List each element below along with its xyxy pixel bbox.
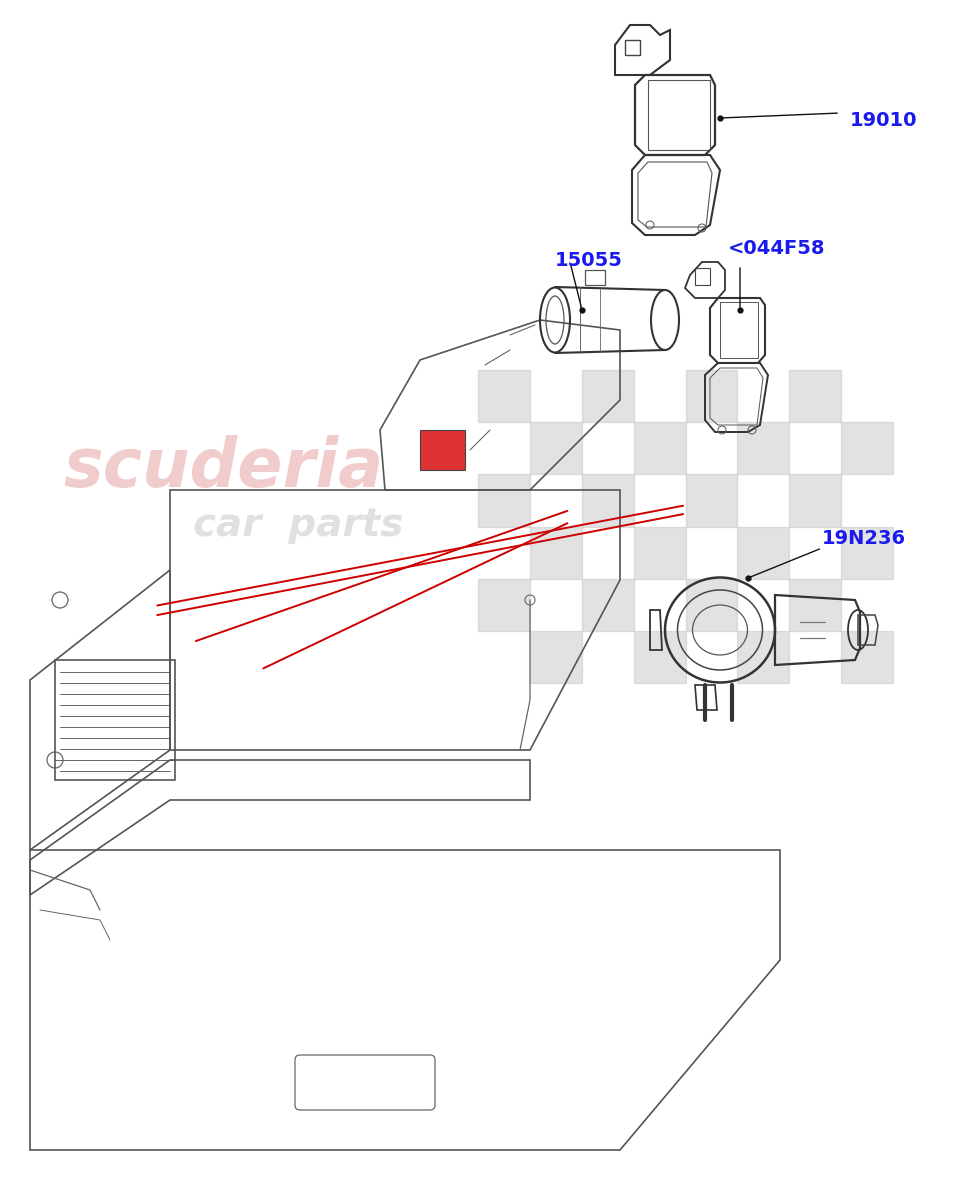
Bar xyxy=(530,631,582,683)
Bar xyxy=(841,422,893,474)
Bar xyxy=(582,370,634,422)
Bar xyxy=(737,422,789,474)
Text: <044F58: <044F58 xyxy=(728,239,826,258)
Text: car  parts: car parts xyxy=(193,506,404,544)
Bar xyxy=(686,474,737,527)
Bar xyxy=(789,578,841,631)
Bar xyxy=(478,370,530,422)
Bar xyxy=(737,631,789,683)
Text: scuderia: scuderia xyxy=(63,434,384,502)
Bar xyxy=(530,422,582,474)
Bar xyxy=(686,370,737,422)
Text: 19010: 19010 xyxy=(850,110,918,130)
Bar xyxy=(634,527,686,578)
Text: 19N236: 19N236 xyxy=(822,528,906,547)
Bar xyxy=(582,578,634,631)
Bar xyxy=(634,631,686,683)
Bar xyxy=(789,474,841,527)
Bar xyxy=(530,527,582,578)
Bar xyxy=(634,422,686,474)
Bar xyxy=(841,527,893,578)
Bar xyxy=(686,578,737,631)
Bar xyxy=(582,474,634,527)
Bar xyxy=(789,370,841,422)
Bar xyxy=(478,578,530,631)
Bar xyxy=(841,631,893,683)
Bar xyxy=(478,474,530,527)
Polygon shape xyxy=(420,430,465,470)
Text: 15055: 15055 xyxy=(555,251,623,270)
Bar xyxy=(737,527,789,578)
